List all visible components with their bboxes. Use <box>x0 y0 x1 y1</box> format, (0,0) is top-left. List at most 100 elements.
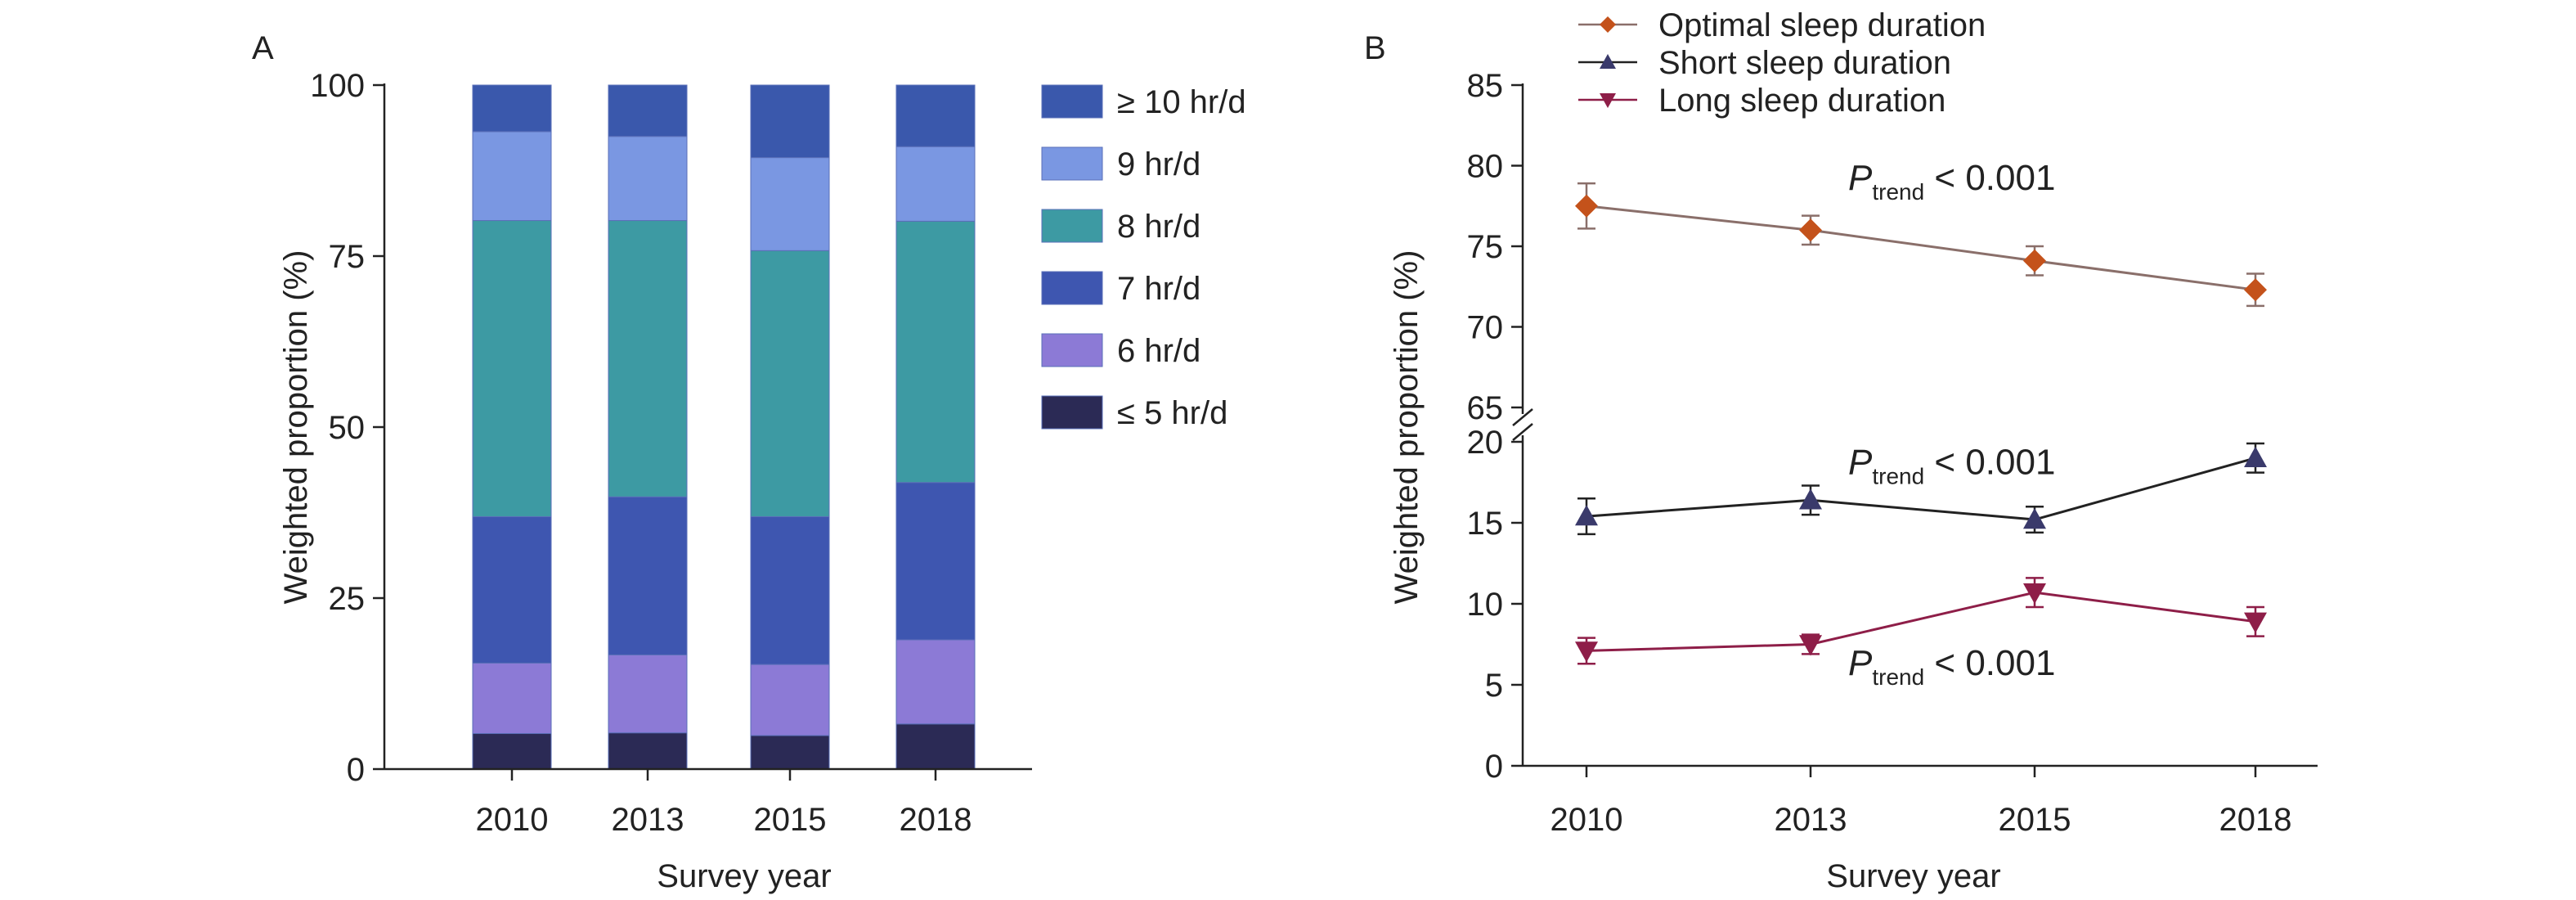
y-tick-label: 50 <box>329 410 366 446</box>
legend-label: ≤ 5 hr/d <box>1117 395 1227 431</box>
p-trend-annotation: Ptrend < 0.001 <box>1848 443 2055 489</box>
x-tick-label: 2010 <box>1551 802 1623 838</box>
x-tick-label: 2018 <box>900 802 972 838</box>
y-tick-label: 15 <box>1467 506 1504 542</box>
x-tick-label: 2013 <box>612 802 684 838</box>
data-point-triangle <box>1799 635 1822 656</box>
bar-segment <box>608 136 688 222</box>
y-tick-label: 65 <box>1467 390 1504 426</box>
x-tick-label: 2015 <box>1999 802 2071 838</box>
data-point-triangle <box>2244 612 2267 633</box>
legend-label: 6 hr/d <box>1117 333 1200 369</box>
y-tick-label: 80 <box>1467 149 1504 185</box>
legend: ≥ 10 hr/d 9 hr/d 8 hr/d 7 hr/d 6 hr/d ≤ 5 hr/… <box>1041 84 1246 431</box>
series-0 <box>1575 182 2267 308</box>
bar-segment <box>895 146 976 222</box>
bar-segment <box>895 84 976 147</box>
y-tick-label: 75 <box>1467 229 1504 265</box>
p-trend-annotation: Ptrend < 0.001 <box>1848 643 2055 690</box>
p-symbol: P <box>1848 443 1873 483</box>
data-point-diamond <box>1600 16 1616 33</box>
legend-swatch <box>1041 333 1103 367</box>
data-point-triangle <box>1575 641 1598 663</box>
y-axis-title: Weighted proportion (%) <box>1389 250 1425 605</box>
data-point-triangle <box>2023 583 2046 605</box>
bar-segment <box>895 482 976 641</box>
bar-segment <box>750 516 830 665</box>
p-subscript: trend <box>1872 179 1924 205</box>
data-point-triangle <box>1600 93 1616 108</box>
legend-swatch <box>1041 84 1103 119</box>
p-trend-annotation: Ptrend < 0.001 <box>1848 158 2055 205</box>
x-tick-label: 2018 <box>2219 802 2292 838</box>
panel-b-label: B <box>1364 30 1386 66</box>
legend-label: Long sleep duration <box>1658 83 1945 119</box>
legend-label: Short sleep duration <box>1658 45 1951 81</box>
p-value-text: < 0.001 <box>1924 158 2055 198</box>
bar-segment <box>895 723 976 770</box>
p-subscript: trend <box>1872 664 1924 690</box>
data-point-triangle <box>2023 508 2046 529</box>
axis-break-mark <box>1512 423 1533 441</box>
bar-segment <box>608 654 688 734</box>
series-line <box>1586 457 2256 521</box>
axis-break-mark <box>1512 408 1533 426</box>
y-tick-label: 70 <box>1467 310 1504 346</box>
legend-label: 9 hr/d <box>1117 146 1200 182</box>
data-point-diamond <box>2244 278 2267 302</box>
series-2 <box>1575 577 2267 665</box>
series-line <box>1586 591 2256 652</box>
bar-segment <box>472 131 552 222</box>
p-value-text: < 0.001 <box>1924 643 2055 683</box>
series-line <box>1586 205 2256 291</box>
bar-layer <box>472 84 976 770</box>
x-tick-label: 2015 <box>754 802 827 838</box>
legend-swatch <box>1041 395 1103 430</box>
legend-swatch <box>1041 209 1103 243</box>
bar-segment <box>472 733 552 770</box>
panel-a-label: A <box>252 30 274 66</box>
bar-segment <box>895 220 976 484</box>
data-point-diamond <box>2023 249 2046 272</box>
panel-a-stacked-bar-chart: 2010 2013 2015 2018 0 25 50 75 100 ≥ 10 hr/d 9 hr… <box>278 68 1246 894</box>
data-point-diamond <box>1799 218 1822 242</box>
y-tick-label: 100 <box>310 68 365 104</box>
panel-b-line-chart: 65 70 75 80 85 0 5 10 15 20 2010 2013 2015 2018 Optim… <box>1389 7 2318 894</box>
p-subscript: trend <box>1872 464 1924 489</box>
legend-label: 7 hr/d <box>1117 271 1200 307</box>
p-symbol: P <box>1848 158 1873 198</box>
bar-segment <box>750 735 830 770</box>
bar-segment <box>608 84 688 137</box>
bar-segment <box>472 84 552 133</box>
data-point-triangle <box>1575 505 1598 526</box>
legend-label: Optimal sleep duration <box>1658 7 1986 43</box>
data-point-triangle <box>1799 488 1822 510</box>
y-tick-label: 75 <box>329 239 366 275</box>
bar-segment <box>608 220 688 497</box>
y-tick-label: 25 <box>329 581 366 617</box>
series-1 <box>1575 442 2267 536</box>
p-value-text: < 0.001 <box>1924 443 2055 483</box>
y-tick-label: 0 <box>1485 749 1503 785</box>
x-axis-title: Survey year <box>657 858 831 894</box>
bar-segment <box>750 250 830 518</box>
bar-segment <box>750 664 830 736</box>
bar-segment <box>472 516 552 664</box>
y-tick-label: 20 <box>1467 425 1504 461</box>
data-point-triangle <box>1600 54 1616 69</box>
y-tick-label: 10 <box>1467 587 1504 623</box>
y-tick-label: 85 <box>1467 68 1504 104</box>
bar-segment <box>608 496 688 655</box>
y-tick-label: 5 <box>1485 668 1503 704</box>
x-axis-title: Survey year <box>1826 858 2000 894</box>
legend-label: 8 hr/d <box>1117 209 1200 245</box>
p-symbol: P <box>1848 643 1873 683</box>
legend-swatch <box>1041 271 1103 305</box>
bar-segment <box>750 157 830 251</box>
data-point-diamond <box>1575 194 1598 218</box>
bar-segment <box>472 662 552 735</box>
y-tick-label: 0 <box>347 752 365 788</box>
bar-segment <box>472 220 552 518</box>
